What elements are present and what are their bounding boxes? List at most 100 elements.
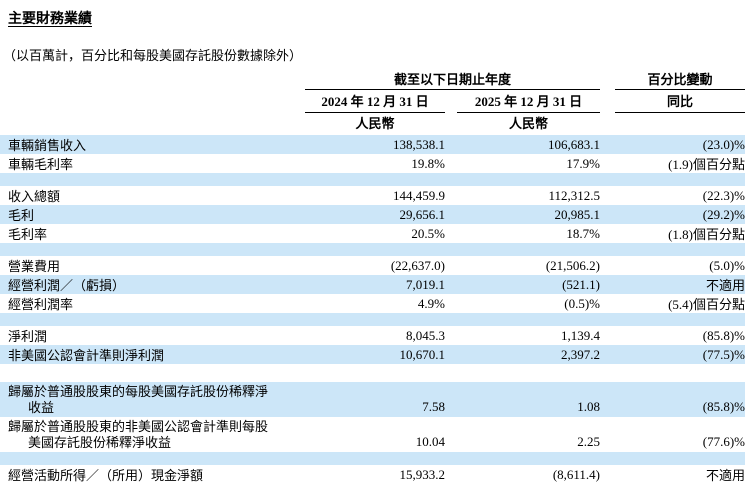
header-empty-cell xyxy=(615,113,745,136)
spacer-cell xyxy=(0,173,745,186)
value-change: (23.0)% xyxy=(702,136,746,152)
gap-cell xyxy=(445,205,457,224)
gap-cell xyxy=(600,154,615,173)
table-row: 歸屬於普通股股東的非美國公認會計準則每股 美國存託股份稀釋淨收益 10.04 2.25… xyxy=(0,417,745,452)
header-empty-cell xyxy=(0,90,305,113)
period-group-header: 截至以下日期止年度 xyxy=(305,69,601,90)
spacer-row xyxy=(0,173,746,186)
value-v2025: (8,611.4) xyxy=(552,466,601,482)
gap-cell xyxy=(445,382,457,417)
header-group-row: 截至以下日期止年度 百分比變動 xyxy=(0,69,746,90)
row-label: 車輛毛利率 xyxy=(8,157,74,172)
page-title: 主要財務業績 xyxy=(8,12,92,27)
value-change: 不適用 xyxy=(706,278,746,293)
value-change: (29.2)% xyxy=(702,206,746,222)
value-change: (5.0)% xyxy=(709,257,746,273)
value-v2025: 2,397.2 xyxy=(561,346,601,362)
gap-cell xyxy=(445,275,457,294)
value-change: (1.9)個百分點 xyxy=(668,157,746,172)
value-v2024: 10,670.1 xyxy=(399,346,446,362)
row-label: 毛利 xyxy=(8,208,35,223)
gap-cell xyxy=(600,326,615,345)
value-v2024: 10.04 xyxy=(415,434,445,449)
page-subtitle: （以百萬計，百分比和每股美國存託股份數據除外） xyxy=(3,48,303,63)
header-date-row: 2024 年 12 月 31 日 2025 年 12 月 31 日 同比 xyxy=(0,89,746,113)
gap-cell xyxy=(600,294,615,313)
row-label-line1: 歸屬於普通股股東的每股美國存託股份稀釋淨 xyxy=(8,383,269,399)
value-v2025: (0.5)% xyxy=(564,295,601,311)
gap-cell xyxy=(445,345,457,364)
gap-cell xyxy=(600,186,615,205)
value-change: (85.8)% xyxy=(702,399,746,414)
gap-cell xyxy=(600,113,615,136)
gap-cell xyxy=(600,90,615,113)
table-header: 截至以下日期止年度 百分比變動 2024 年 12 月 31 日 2025 年 … xyxy=(0,69,746,136)
row-label: 營業費用 xyxy=(8,259,61,274)
gap-cell xyxy=(600,345,615,364)
value-change: (77.6)% xyxy=(702,434,746,449)
value-v2025: 112,312.5 xyxy=(548,187,601,203)
spacer-row xyxy=(0,452,746,465)
value-v2024: 29,656.1 xyxy=(399,206,446,222)
row-label: 歸屬於普通股股東的每股美國存託股份稀釋淨 收益 xyxy=(0,382,305,417)
row-label: 非美國公認會計準則淨利潤 xyxy=(8,348,165,363)
col-header-2024: 2024 年 12 月 31 日 xyxy=(305,89,445,113)
row-label: 淨利潤 xyxy=(8,329,48,344)
row-label: 車輛銷售收入 xyxy=(8,138,87,153)
gap-cell xyxy=(445,417,457,452)
gap-cell xyxy=(445,154,457,173)
gap-cell xyxy=(445,256,457,275)
value-v2025: (521.1) xyxy=(562,276,601,292)
table-row: 車輛毛利率 19.8% 17.9% (1.9)個百分點 xyxy=(0,154,745,173)
table-row: 毛利率 20.5% 18.7% (1.8)個百分點 xyxy=(0,224,745,243)
col-header-2025: 2025 年 12 月 31 日 xyxy=(457,89,601,113)
row-label-line2: 收益 xyxy=(28,399,55,415)
gap-cell xyxy=(600,275,615,294)
spacer-cell xyxy=(0,364,745,382)
gap-cell xyxy=(445,90,457,113)
gap-cell xyxy=(600,465,615,483)
gap-cell xyxy=(600,417,615,452)
gap-cell xyxy=(445,294,457,313)
row-label: 收入總額 xyxy=(8,189,61,204)
table-row: 經營利潤率 4.9% (0.5)% (5.4)個百分點 xyxy=(0,294,745,313)
col-header-change: 同比 xyxy=(615,89,746,113)
value-v2025: 20,985.1 xyxy=(554,206,601,222)
gap-cell xyxy=(445,224,457,243)
currency-label-2024: 人民幣 xyxy=(355,116,395,131)
gap-cell xyxy=(600,256,615,275)
spacer-cell xyxy=(0,313,745,326)
header-empty-cell xyxy=(0,69,305,90)
change-group-header: 百分比變動 xyxy=(615,69,746,90)
gap-cell xyxy=(600,69,615,90)
value-v2024: 138,538.1 xyxy=(393,136,445,152)
gap-cell xyxy=(445,135,457,154)
spacer-row xyxy=(0,313,746,326)
header-currency-row: 人民幣 人民幣 xyxy=(0,113,745,136)
value-v2024: 7,019.1 xyxy=(406,276,445,292)
gap-cell xyxy=(600,205,615,224)
spacer-row xyxy=(0,364,745,382)
table-row: 歸屬於普通股股東的每股美國存託股份稀釋淨 收益 7.58 1.08 (85.8)% xyxy=(0,382,746,417)
value-v2024: 20.5% xyxy=(411,225,445,241)
gap-cell xyxy=(600,135,615,154)
gap-cell xyxy=(445,326,457,345)
spacer-row xyxy=(0,243,746,256)
financial-results-table: 截至以下日期止年度 百分比變動 2024 年 12 月 31 日 2025 年 … xyxy=(0,69,746,483)
table-body: 車輛銷售收入 138,538.1 106,683.1 (23.0)% 車輛毛利率 19.8… xyxy=(0,135,746,483)
gap-cell xyxy=(445,186,457,205)
value-v2024: 8,045.3 xyxy=(406,327,445,343)
value-v2025: 1.08 xyxy=(577,399,601,414)
gap-cell xyxy=(445,465,457,483)
table-row: 經營利潤／（虧損） 7,019.1 (521.1) 不適用 xyxy=(0,275,746,294)
value-v2024: 15,933.2 xyxy=(399,466,446,482)
spacer-cell xyxy=(0,452,745,465)
value-change: (5.4)個百分點 xyxy=(668,297,746,312)
value-v2025: 106,683.1 xyxy=(548,136,601,152)
value-change: (22.3)% xyxy=(702,187,746,203)
value-v2025: 18.7% xyxy=(566,225,601,241)
value-change: 不適用 xyxy=(706,468,746,483)
gap-cell xyxy=(445,113,457,136)
row-label: 經營利潤／（虧損） xyxy=(8,278,126,293)
